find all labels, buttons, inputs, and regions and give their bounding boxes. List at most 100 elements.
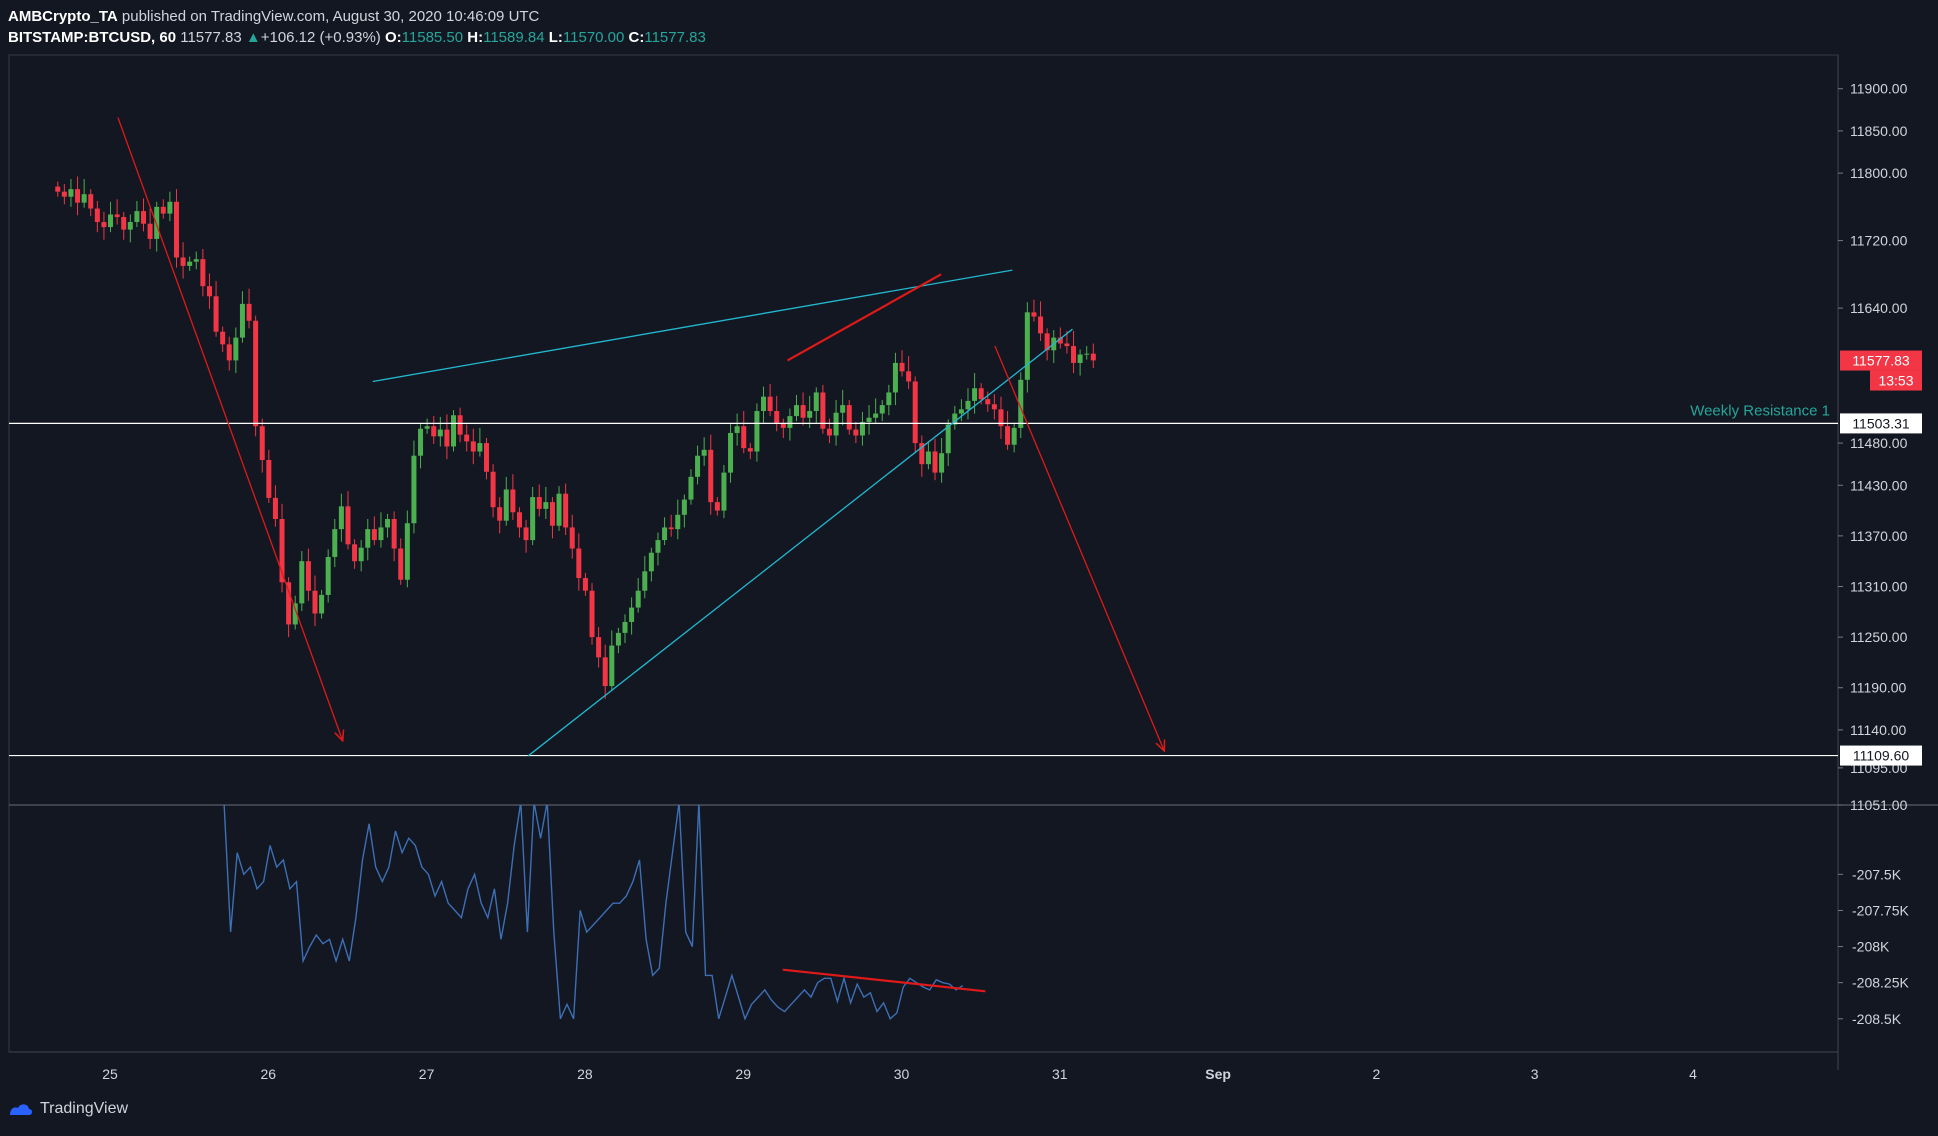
candle-body [68, 189, 74, 197]
candle-body [1044, 333, 1050, 351]
candle-body [721, 472, 727, 511]
candle [866, 405, 872, 435]
candle [483, 438, 489, 480]
candle-body [398, 548, 404, 580]
indicator-tick-label: -208K [1852, 939, 1890, 955]
candle-body [490, 471, 496, 508]
candle-body [879, 405, 885, 414]
candle [444, 414, 450, 460]
candle-body [127, 222, 133, 230]
drawings-layer[interactable]: Weekly Resistance 1 [9, 117, 1838, 757]
candle-body [497, 507, 503, 521]
close-label: C: [628, 29, 645, 46]
candle-body [807, 411, 813, 418]
candle [266, 449, 272, 503]
candle-body [371, 529, 377, 541]
axes-layer: 11900.00 11850.00 11800.00 11720.00 11640.00… [102, 81, 1909, 1082]
candle-body [352, 544, 358, 562]
candle [246, 288, 252, 329]
candle [642, 556, 648, 599]
candle-body [319, 594, 325, 614]
candle-body [1064, 343, 1070, 347]
candle-body [173, 201, 179, 258]
candle-body [233, 337, 239, 361]
candle-body [1071, 346, 1077, 363]
candle [635, 578, 641, 613]
low-value: 11570.00 [562, 29, 625, 46]
candle-body [906, 371, 912, 382]
candle-body [470, 441, 476, 452]
time-tick-label: 27 [419, 1066, 435, 1082]
candle-body [418, 428, 424, 456]
arrow-down-line [117, 117, 343, 740]
last-price-label: 11577.83 [1852, 353, 1910, 369]
candle [1064, 330, 1070, 354]
candle [734, 413, 740, 446]
candle-body [94, 208, 100, 223]
candle [1084, 346, 1090, 360]
candle-body [1011, 427, 1017, 445]
candle [497, 497, 503, 534]
candle [68, 179, 74, 207]
author-name[interactable]: AMBCrypto_TA [8, 8, 118, 25]
candle-body [503, 489, 509, 521]
time-tick-label: 4 [1689, 1066, 1697, 1082]
candle [167, 191, 173, 222]
candle-body [780, 423, 786, 428]
candle-body [668, 527, 674, 530]
candle [549, 497, 555, 539]
candle [589, 583, 595, 645]
price-tick-label: 11800.00 [1850, 165, 1908, 181]
candle [332, 519, 338, 568]
candle [411, 440, 417, 534]
candle [912, 376, 918, 454]
candle-body [193, 259, 199, 262]
last-price-tag [1840, 350, 1922, 371]
candle-body [556, 493, 562, 526]
candle-body [180, 257, 186, 266]
candle [668, 514, 674, 537]
candle [1090, 343, 1096, 368]
candle-body [820, 392, 826, 429]
candle [576, 533, 582, 591]
candle [134, 200, 140, 228]
candle-body [391, 519, 397, 549]
candle-body [833, 412, 839, 436]
candle-body [444, 429, 450, 447]
published-text: published on TradingView.com, August 30,… [121, 8, 540, 25]
candle-body [404, 523, 410, 580]
candle [404, 510, 410, 588]
candle-body [912, 381, 918, 444]
indicator-tick-label: -208.5K [1852, 1011, 1902, 1027]
candle [371, 516, 377, 546]
candle-body [1090, 353, 1096, 361]
symbol-label[interactable]: BITSTAMP:BTCUSD, 60 [8, 29, 177, 46]
open-value: 11585.50 [401, 29, 464, 46]
candle [464, 424, 470, 452]
candle-body [272, 497, 278, 520]
footer-brand[interactable]: TradingView [8, 1100, 128, 1118]
candle-body [695, 455, 701, 477]
candle [563, 483, 569, 536]
level-annotation: Weekly Resistance 1 [1690, 402, 1830, 419]
candle-body [800, 405, 806, 418]
candle [94, 200, 100, 233]
indicator-trend-line [782, 968, 986, 993]
candle-body [813, 392, 819, 412]
candle-body [299, 561, 305, 604]
chart-frame [8, 54, 1938, 1070]
candle-body [1018, 379, 1024, 428]
price-tick-label: 11051.00 [1850, 797, 1908, 813]
high-value: 11589.84 [483, 29, 545, 46]
candle-body [972, 388, 978, 401]
candle [688, 469, 694, 505]
candle-body [1038, 316, 1044, 334]
candle [906, 356, 912, 390]
candle-body [424, 426, 430, 429]
candle-body [147, 223, 153, 239]
time-tick-label: 29 [735, 1066, 751, 1082]
candle-body [246, 303, 252, 321]
time-tick-label: Sep [1205, 1066, 1231, 1082]
candle [800, 392, 806, 426]
